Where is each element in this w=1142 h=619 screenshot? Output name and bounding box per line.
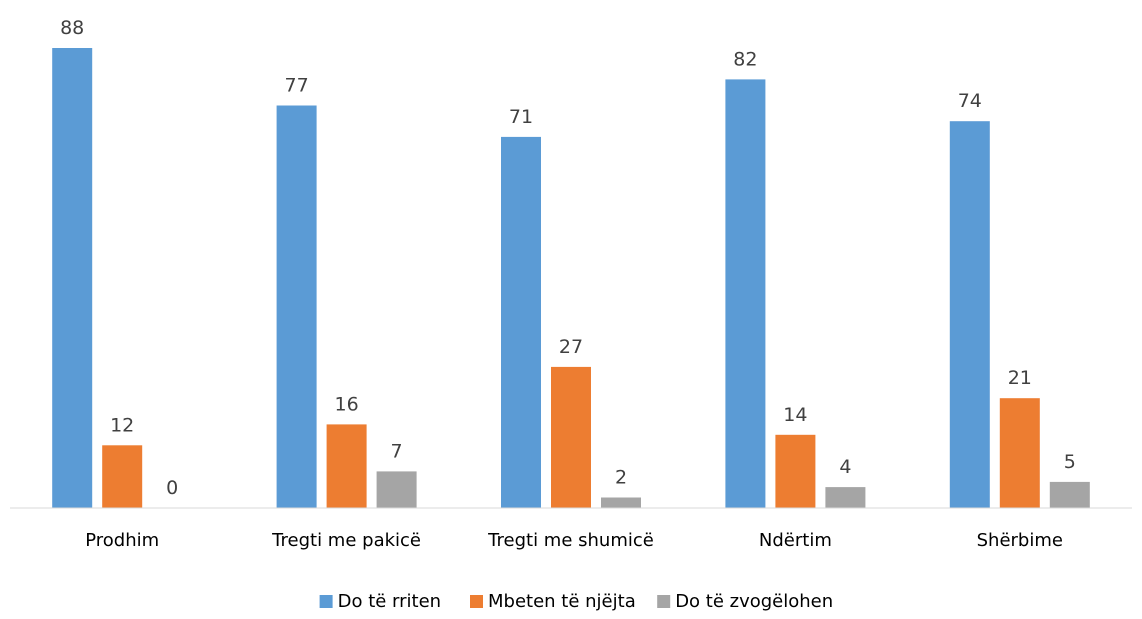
bar-ndertim-do-te-zvogelohen	[825, 487, 866, 508]
bar-tregti-me-shumice-do-te-zvogelohen	[601, 497, 641, 508]
legend-swatch-mbeten-te-njejta	[470, 595, 483, 608]
legend-label-do-te-rriten: Do të rriten	[338, 591, 441, 612]
bar-sherbime-do-te-zvogelohen	[1049, 481, 1090, 508]
legend-label-mbeten-te-njejta: Mbeten të njëjta	[488, 591, 636, 612]
data-label-tregti-me-shumice-do-te-zvogelohen: 2	[615, 467, 627, 489]
bar-ndertim-do-te-rriten	[725, 79, 766, 509]
bar-tregti-me-pakice-mbeten-te-njejta	[326, 424, 367, 508]
bar-tregti-me-shumice-mbeten-te-njejta	[551, 366, 591, 508]
bar-tregti-me-shumice-do-te-rriten	[501, 136, 541, 508]
data-label-prodhim-do-te-rriten: 88	[60, 17, 84, 39]
data-label-tregti-me-shumice-do-te-rriten: 71	[509, 106, 533, 128]
data-label-prodhim-do-te-zvogelohen: 0	[166, 477, 178, 499]
bar-tregti-me-pakice-do-te-zvogelohen	[376, 471, 417, 508]
x-tick-label-tregti-me-pakice: Tregti me pakicë	[271, 530, 421, 551]
data-label-tregti-me-pakice-mbeten-te-njejta: 16	[335, 393, 359, 415]
legend-item-mbeten-te-njejta: Mbeten të njëjta	[470, 591, 636, 612]
legend-item-do-te-rriten: Do të rriten	[319, 591, 441, 612]
x-axis-tick-labels: Prodhim Tregti me pakicë Tregti me shumicë…	[85, 530, 1063, 551]
data-label-tregti-me-shumice-mbeten-te-njejta: 27	[559, 336, 583, 358]
x-tick-label-prodhim: Prodhim	[85, 530, 159, 551]
bars-layer: 88 12 0 77 16 7 71 27 2 82 14 4 74 21 5	[52, 17, 1090, 509]
bar-prodhim-do-te-rriten	[52, 48, 93, 508]
data-label-ndertim-do-te-rriten: 82	[733, 48, 757, 70]
bar-sherbime-mbeten-te-njejta	[999, 398, 1040, 508]
bar-prodhim-mbeten-te-njejta	[102, 445, 143, 508]
data-label-sherbime-mbeten-te-njejta: 21	[1008, 367, 1032, 389]
legend-item-do-te-zvogelohen: Do të zvogëlohen	[657, 591, 833, 612]
data-label-ndertim-mbeten-te-njejta: 14	[783, 404, 807, 426]
bar-ndertim-mbeten-te-njejta	[775, 434, 816, 508]
data-label-tregti-me-pakice-do-te-rriten: 77	[285, 75, 309, 97]
data-label-tregti-me-pakice-do-te-zvogelohen: 7	[391, 440, 403, 462]
x-tick-label-sherbime: Shërbime	[977, 530, 1063, 551]
legend: Do të rriten Mbeten të njëjta Do të zvogël…	[319, 591, 833, 612]
data-label-sherbime-do-te-rriten: 74	[958, 90, 982, 112]
legend-label-do-te-zvogelohen: Do të zvogëlohen	[675, 591, 833, 612]
bar-tregti-me-pakice-do-te-rriten	[276, 105, 317, 508]
x-tick-label-tregti-me-shumice: Tregti me shumicë	[487, 530, 654, 551]
legend-swatch-do-te-rriten	[319, 595, 333, 608]
data-label-sherbime-do-te-zvogelohen: 5	[1064, 451, 1076, 473]
legend-swatch-do-te-zvogelohen	[657, 595, 671, 608]
x-tick-label-ndertim: Ndërtim	[759, 530, 832, 551]
bar-sherbime-do-te-rriten	[949, 121, 990, 508]
data-label-ndertim-do-te-zvogelohen: 4	[839, 456, 851, 478]
data-label-prodhim-mbeten-te-njejta: 12	[110, 414, 134, 436]
